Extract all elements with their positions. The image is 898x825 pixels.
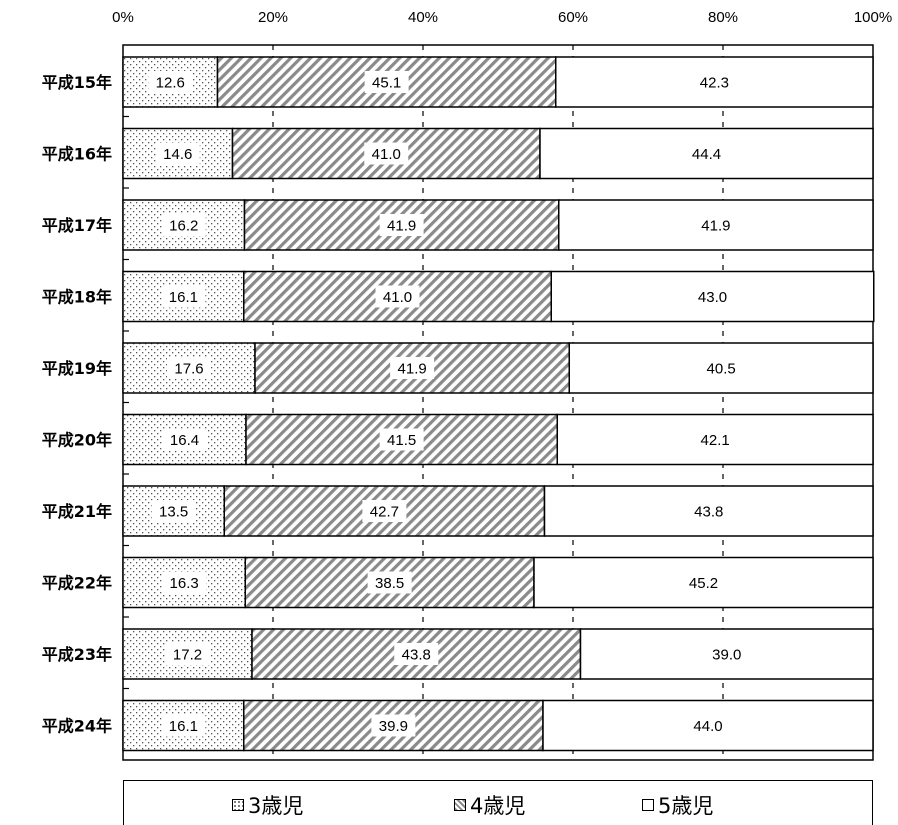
data-label-bg <box>362 500 407 522</box>
data-label: 41.9 <box>398 361 427 378</box>
data-label: 41.0 <box>372 146 401 163</box>
data-label: 44.0 <box>693 718 722 735</box>
data-label-bg <box>690 285 735 308</box>
data-label-bg <box>364 142 409 165</box>
data-label-bg <box>684 142 729 165</box>
category-label: 平成21年 <box>42 502 112 521</box>
data-label-bg <box>704 643 749 665</box>
data-label-bg <box>148 71 193 93</box>
data-label: 38.5 <box>375 575 404 592</box>
data-label-bg <box>151 500 196 522</box>
data-label: 40.5 <box>707 361 736 378</box>
category-label: 平成18年 <box>42 288 112 307</box>
category-label: 平成17年 <box>42 216 112 235</box>
data-label-bg <box>162 428 207 451</box>
data-label: 43.8 <box>694 504 723 521</box>
data-label: 17.6 <box>174 361 203 378</box>
x-tick-label: 80% <box>708 9 738 26</box>
data-label-bg <box>699 357 744 379</box>
data-label: 41.9 <box>387 218 416 235</box>
data-label: 16.3 <box>170 575 199 592</box>
category-label: 平成23年 <box>42 645 112 664</box>
data-label-bg <box>693 214 738 236</box>
data-label: 39.9 <box>379 718 408 735</box>
legend-label: 5歳児 <box>658 794 714 818</box>
data-label-bg <box>390 357 435 379</box>
category-label: 平成22年 <box>42 574 112 593</box>
data-label: 43.0 <box>698 289 727 306</box>
x-tick-label: 0% <box>112 9 134 26</box>
data-label-bg <box>681 571 726 594</box>
data-label: 42.7 <box>370 504 399 521</box>
legend-item-5yo: 5歳児 <box>642 790 713 820</box>
data-label-bg <box>162 571 207 594</box>
data-label: 16.2 <box>169 218 198 235</box>
legend-swatch-dots <box>232 799 244 811</box>
category-label: 平成24年 <box>42 717 112 736</box>
legend-label: 4歳児 <box>470 794 526 818</box>
legend-label: 3歳児 <box>248 794 304 818</box>
data-label: 44.4 <box>692 146 721 163</box>
data-label-bg <box>379 214 424 236</box>
data-label: 16.1 <box>169 289 198 306</box>
x-tick-label: 20% <box>258 9 288 26</box>
category-label: 平成20年 <box>42 431 112 450</box>
data-label-bg <box>161 214 206 236</box>
category-label: 平成19年 <box>42 359 112 378</box>
data-label: 12.6 <box>156 75 185 92</box>
data-label-bg <box>686 500 731 522</box>
data-label: 13.5 <box>159 504 188 521</box>
data-label-bg <box>686 714 730 737</box>
legend-swatch-blank <box>642 799 654 811</box>
data-label-bg <box>693 428 738 451</box>
data-label-bg <box>379 428 424 451</box>
data-label-bg <box>367 571 412 594</box>
data-label: 17.2 <box>173 647 202 664</box>
data-label: 41.0 <box>383 289 412 306</box>
data-label-bg <box>155 142 200 165</box>
data-label-bg <box>375 285 420 308</box>
data-label-bg <box>394 643 439 665</box>
bar-segment <box>543 485 874 537</box>
data-label-bg <box>165 643 210 665</box>
data-label: 45.1 <box>372 75 401 92</box>
data-label-bg <box>167 357 211 379</box>
data-label: 39.0 <box>712 647 741 664</box>
data-label: 16.1 <box>169 718 198 735</box>
data-label: 16.4 <box>170 432 199 449</box>
data-label: 45.2 <box>689 575 718 592</box>
category-label: 平成16年 <box>42 145 112 164</box>
legend-swatch-diagonal <box>454 799 466 811</box>
data-label-bg <box>371 714 416 737</box>
data-label-bg <box>692 71 737 93</box>
data-label: 14.6 <box>163 146 192 163</box>
stacked-bar-chart: 0% 20% 40% 60% 80% 100% 平成15年 12.6 45.1 42.3 平成16… <box>42 9 892 761</box>
category-label: 平成15年 <box>42 73 112 92</box>
data-label: 41.9 <box>701 218 730 235</box>
data-label-bg <box>364 71 409 93</box>
legend-item-4yo: 4歳児 <box>454 790 525 820</box>
x-tick-label: 40% <box>408 9 438 26</box>
data-label: 43.8 <box>402 647 431 664</box>
legend: 3歳児 4歳児 5歳児 <box>123 780 873 825</box>
data-label-bg <box>161 714 206 737</box>
data-label-bg <box>161 285 206 308</box>
data-label: 42.3 <box>700 75 729 92</box>
data-label: 41.5 <box>387 432 416 449</box>
x-tick-label: 100% <box>854 9 892 26</box>
x-tick-label: 60% <box>558 9 588 26</box>
bar-segment <box>542 699 874 752</box>
legend-item-3yo: 3歳児 <box>232 790 303 820</box>
data-label: 42.1 <box>701 432 730 449</box>
